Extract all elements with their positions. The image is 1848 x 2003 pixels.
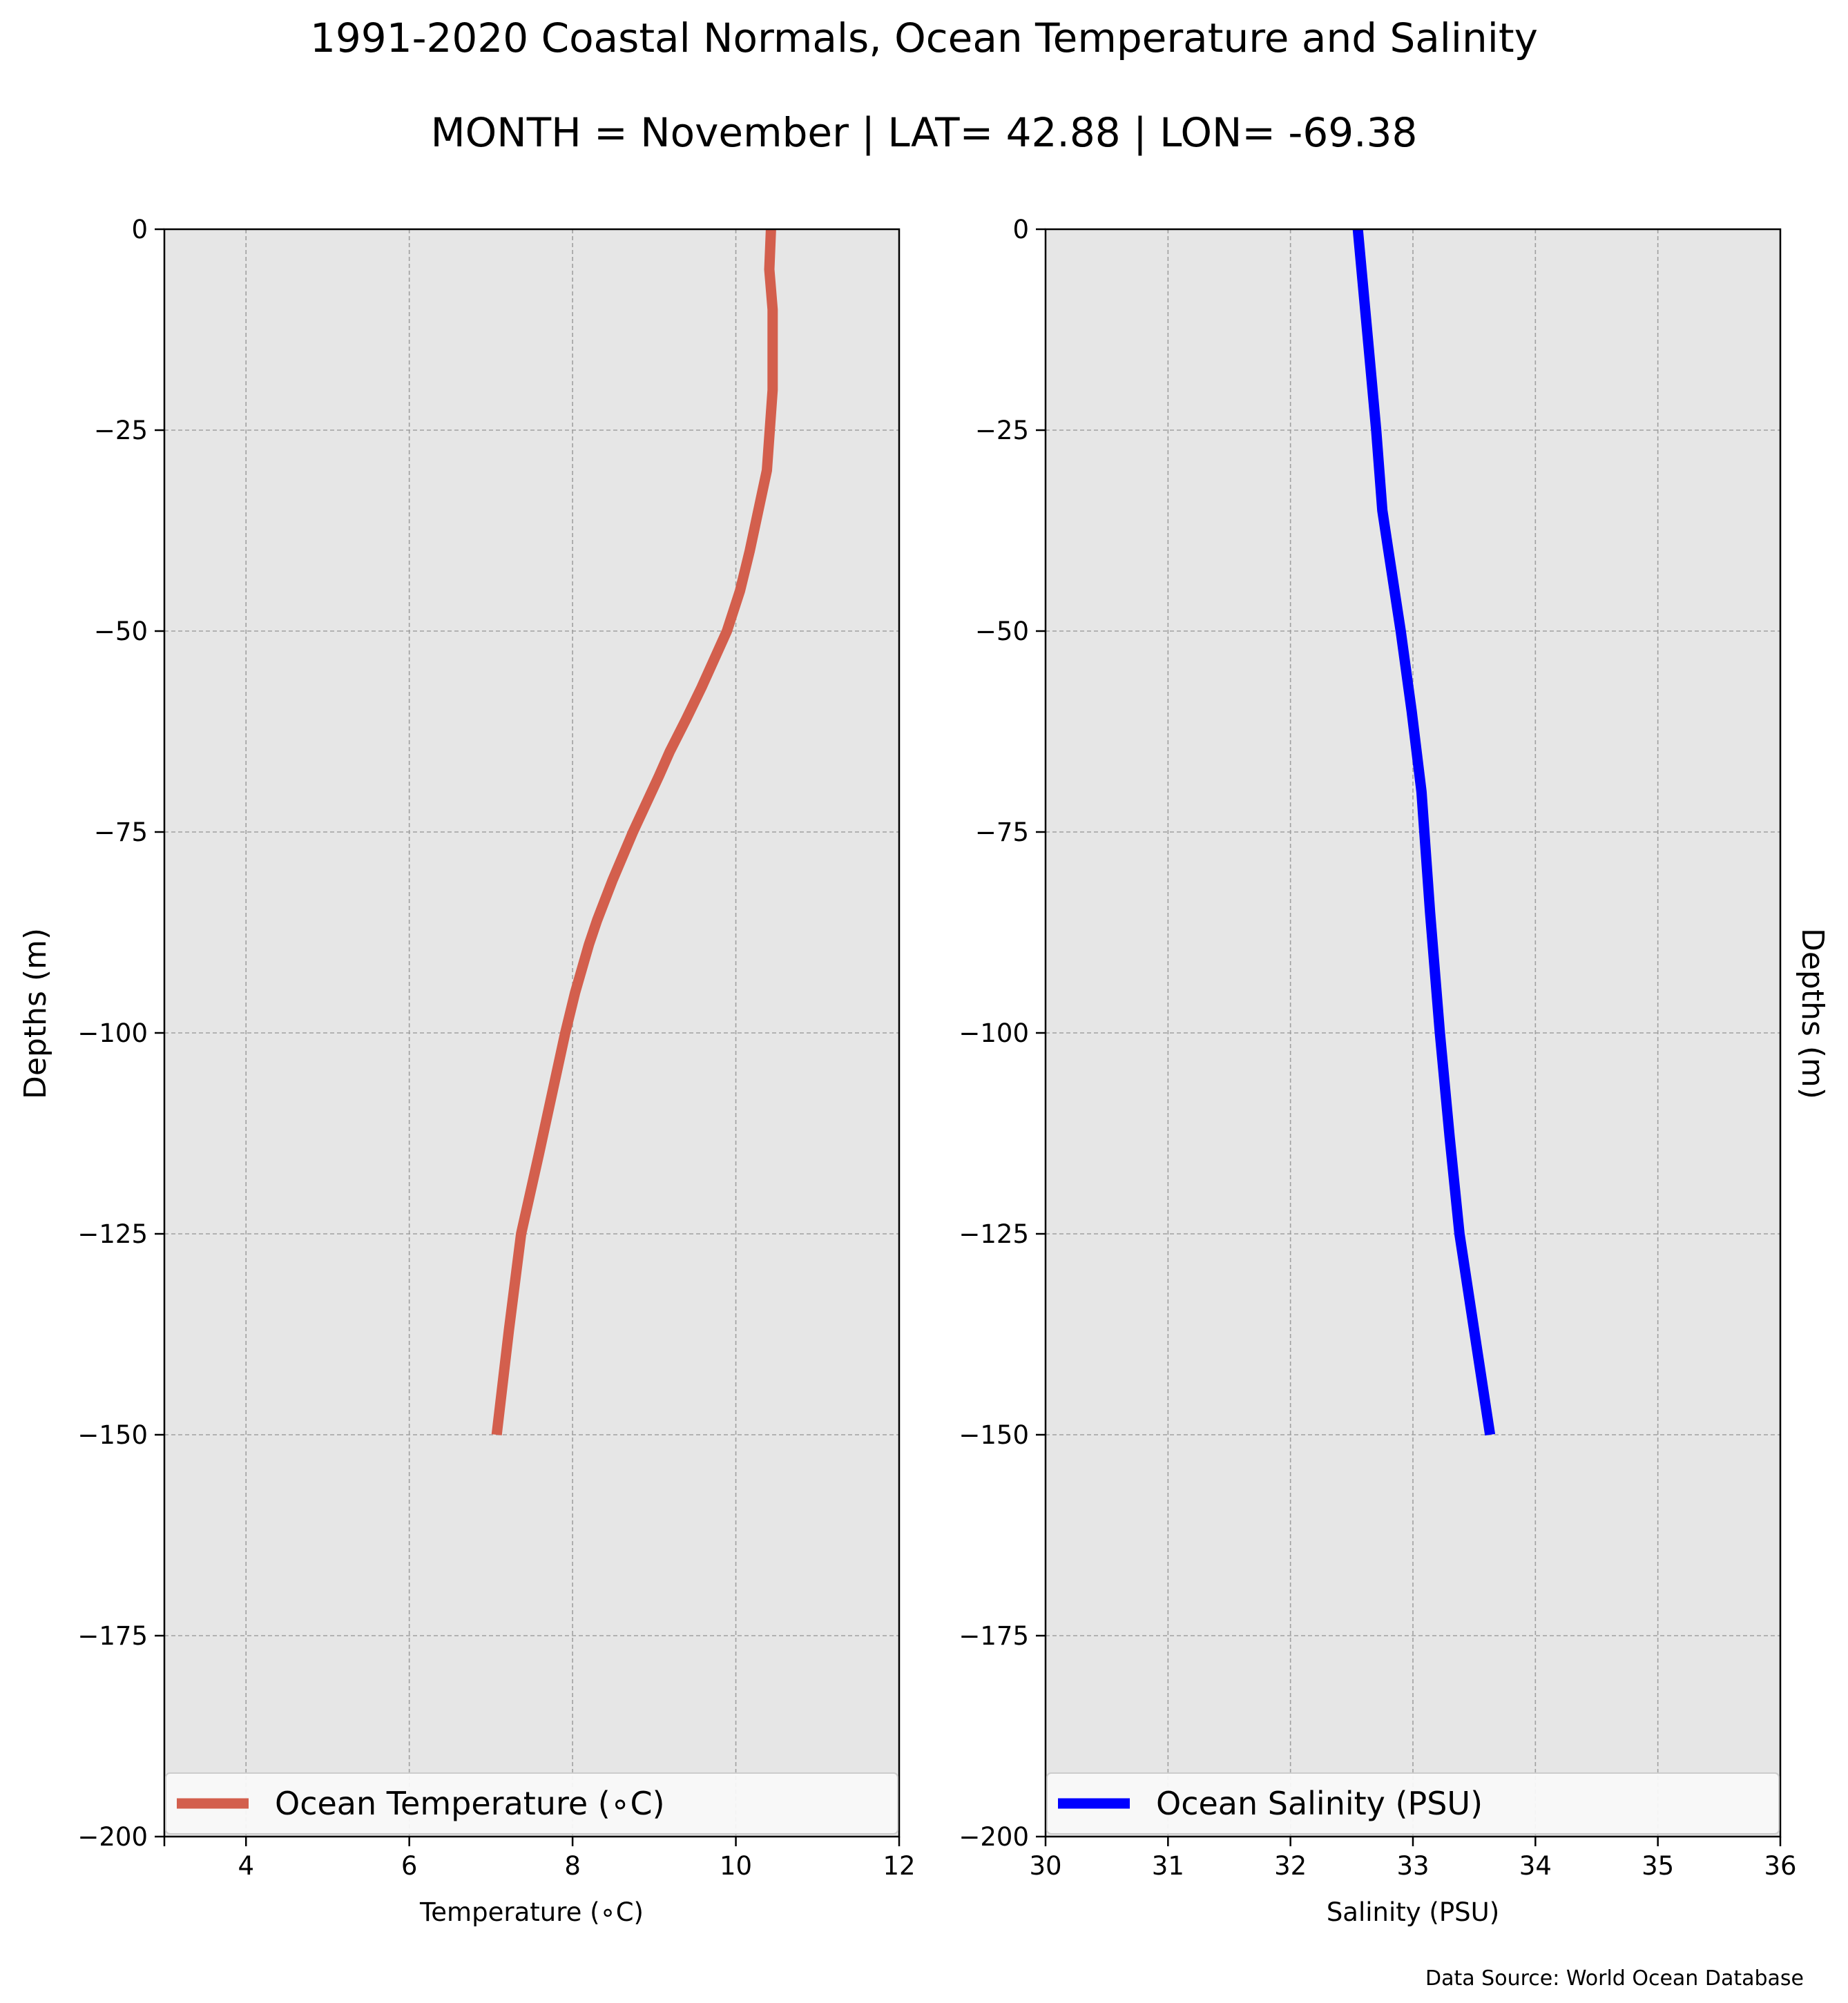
salinity-data-point <box>1360 268 1363 271</box>
salinity-y-tick-label: −100 <box>959 1018 1029 1048</box>
salinity-y-tick-label: −125 <box>959 1219 1029 1249</box>
temperature-data-point <box>765 469 768 472</box>
temperature-data-point <box>700 686 703 688</box>
temperature-data-point <box>771 389 774 391</box>
salinity-x-tick-label: 31 <box>1152 1851 1184 1881</box>
temperature-y-tick-label: −100 <box>77 1018 148 1048</box>
figure-subtitle: MONTH = November | LAT= 42.88 | LON= -69… <box>431 109 1418 156</box>
salinity-x-tick-label: 30 <box>1029 1851 1061 1881</box>
salinity-y-tick-label: −75 <box>975 817 1029 847</box>
temperature-y-tick-label: −175 <box>77 1621 148 1651</box>
temperature-data-point <box>520 1232 523 1235</box>
temperature-legend <box>165 1772 898 1835</box>
salinity-data-point <box>1381 509 1384 512</box>
temperature-data-point <box>574 991 577 994</box>
salinity-y-tick-label: −25 <box>975 416 1029 445</box>
temperature-x-tick-label: 4 <box>238 1851 254 1881</box>
temperature-data-point <box>768 268 771 271</box>
salinity-data-point <box>1420 791 1423 793</box>
temperature-data-point <box>495 1433 498 1436</box>
temperature-data-point <box>538 1152 541 1155</box>
temperature-y-tick-label: −150 <box>77 1420 148 1450</box>
salinity-data-point <box>1399 630 1402 632</box>
temperature-y-tick-label: −200 <box>77 1822 148 1852</box>
temperature-data-point <box>611 879 614 882</box>
temperature-data-point <box>726 630 729 632</box>
temperature-data-point <box>668 751 671 753</box>
salinity-x-tick-label: 34 <box>1519 1851 1552 1881</box>
temperature-x-tick-label: 6 <box>401 1851 418 1881</box>
temperature-x-tick-label: 12 <box>883 1851 915 1881</box>
salinity-data-point <box>1410 710 1413 713</box>
temperature-legend-label: Ocean Temperature (∘C) <box>275 1785 665 1822</box>
salinity-y-tick-label: −200 <box>959 1822 1029 1852</box>
salinity-data-point <box>1489 1433 1492 1436</box>
salinity-data-point <box>1429 911 1432 913</box>
temperature-data-point <box>596 919 599 922</box>
salinity-y-tick-label: −150 <box>959 1420 1029 1450</box>
salinity-data-point <box>1458 1232 1461 1235</box>
temperature-data-point <box>749 550 751 552</box>
temperature-panel: 0 −25 −50 −75 −100 −125 −150 −175 −200 4 6 8 10 12 Tem… <box>77 215 915 1927</box>
salinity-data-point <box>1387 550 1390 552</box>
temperature-data-point <box>632 831 635 833</box>
temperature-data-point <box>738 590 741 592</box>
temperature-x-tick-label: 10 <box>720 1851 752 1881</box>
temperature-data-point <box>564 1032 566 1034</box>
salinity-data-point <box>1448 1136 1451 1139</box>
salinity-legend-label: Ocean Salinity (PSU) <box>1156 1785 1483 1822</box>
temperature-y-tick-label: −125 <box>77 1219 148 1249</box>
salinity-data-point <box>1438 1032 1441 1034</box>
temperature-x-axis-label: Temperature (∘C) <box>419 1897 644 1927</box>
temperature-y-tick-label: −75 <box>94 817 148 847</box>
salinity-data-point <box>1474 1337 1476 1339</box>
salinity-y-tick-label: −50 <box>975 617 1029 646</box>
temperature-data-point <box>771 308 774 311</box>
salinity-x-tick-label: 35 <box>1642 1851 1674 1881</box>
salinity-x-tick-label: 32 <box>1274 1851 1307 1881</box>
temperature-x-tick-label: 8 <box>564 1851 581 1881</box>
temperature-data-point <box>657 775 660 777</box>
salinity-series-line <box>1352 229 1496 1436</box>
salinity-x-tick-label: 33 <box>1396 1851 1429 1881</box>
temperature-y-tick-label: 0 <box>131 215 148 244</box>
temperature-y-tick-label: −50 <box>94 617 148 646</box>
salinity-y-tick-label: 0 <box>1012 215 1029 244</box>
temperature-series-line <box>491 229 778 1435</box>
salinity-data-point <box>1375 429 1378 432</box>
left-y-axis-label: Depths (m) <box>18 928 53 1099</box>
data-source-note: Data Source: World Ocean Database <box>1425 1966 1804 1991</box>
salinity-legend <box>1046 1772 1780 1835</box>
salinity-y-tick-label: −175 <box>959 1621 1029 1651</box>
figure-title: 1991-2020 Coastal Normals, Ocean Tempera… <box>310 14 1538 61</box>
salinity-x-axis-label: Salinity (PSU) <box>1327 1897 1499 1927</box>
salinity-x-tick-label: 36 <box>1764 1851 1796 1881</box>
temperature-data-point <box>684 718 687 721</box>
right-y-axis-label: Depths (m) <box>1795 928 1830 1099</box>
temperature-data-point <box>588 943 590 946</box>
salinity-data-point <box>1367 349 1370 351</box>
temperature-y-tick-label: −25 <box>94 416 148 445</box>
temperature-data-point <box>508 1329 510 1332</box>
